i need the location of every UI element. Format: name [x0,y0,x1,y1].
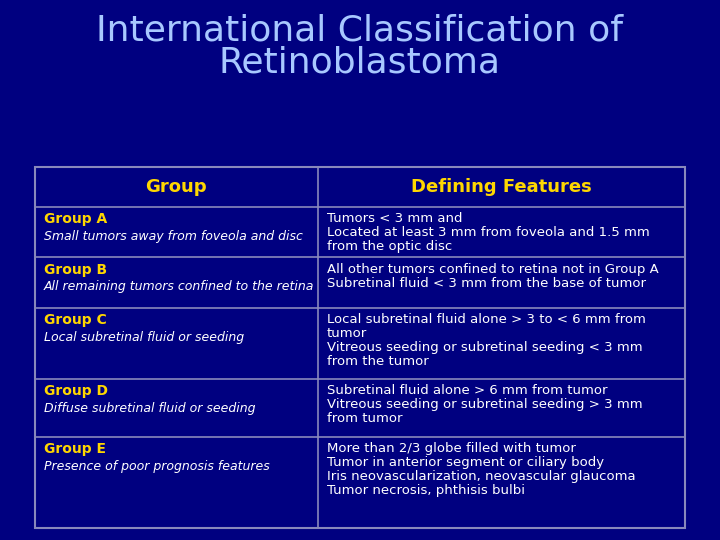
Text: Vitreous seeding or subretinal seeding < 3 mm: Vitreous seeding or subretinal seeding <… [327,341,643,354]
Text: Presence of poor prognosis features: Presence of poor prognosis features [44,460,270,472]
Text: Group C: Group C [44,313,107,327]
FancyBboxPatch shape [35,167,685,528]
Text: Defining Features: Defining Features [411,178,592,196]
Text: Group: Group [145,178,207,196]
Text: All remaining tumors confined to the retina: All remaining tumors confined to the ret… [44,280,315,293]
Text: Tumors < 3 mm and: Tumors < 3 mm and [327,212,462,225]
Text: Group B: Group B [44,262,107,276]
Text: More than 2/3 globe filled with tumor: More than 2/3 globe filled with tumor [327,442,576,455]
Text: Tumor necrosis, phthisis bulbi: Tumor necrosis, phthisis bulbi [327,484,525,497]
Text: Retinoblastoma: Retinoblastoma [219,46,501,80]
Text: Vitreous seeding or subretinal seeding > 3 mm: Vitreous seeding or subretinal seeding >… [327,398,643,411]
Text: from tumor: from tumor [327,412,402,425]
Text: All other tumors confined to retina not in Group A: All other tumors confined to retina not … [327,262,659,275]
Text: Diffuse subretinal fluid or seeding: Diffuse subretinal fluid or seeding [44,402,256,415]
Text: International Classification of: International Classification of [96,14,624,48]
Text: Subretinal fluid < 3 mm from the base of tumor: Subretinal fluid < 3 mm from the base of… [327,276,646,289]
Text: Located at least 3 mm from foveola and 1.5 mm: Located at least 3 mm from foveola and 1… [327,226,650,239]
Text: Small tumors away from foveola and disc: Small tumors away from foveola and disc [44,230,303,243]
Text: tumor: tumor [327,327,367,340]
Text: from the optic disc: from the optic disc [327,240,452,253]
Text: Local subretinal fluid alone > 3 to < 6 mm from: Local subretinal fluid alone > 3 to < 6 … [327,313,646,326]
Text: Group A: Group A [44,212,107,226]
Text: Local subretinal fluid or seeding: Local subretinal fluid or seeding [44,331,244,344]
Text: from the tumor: from the tumor [327,355,429,368]
Text: Tumor in anterior segment or ciliary body: Tumor in anterior segment or ciliary bod… [327,456,604,469]
Text: Subretinal fluid alone > 6 mm from tumor: Subretinal fluid alone > 6 mm from tumor [327,384,608,397]
Text: Iris neovascularization, neovascular glaucoma: Iris neovascularization, neovascular gla… [327,470,636,483]
Text: Group E: Group E [44,442,106,456]
Text: Group D: Group D [44,384,108,398]
